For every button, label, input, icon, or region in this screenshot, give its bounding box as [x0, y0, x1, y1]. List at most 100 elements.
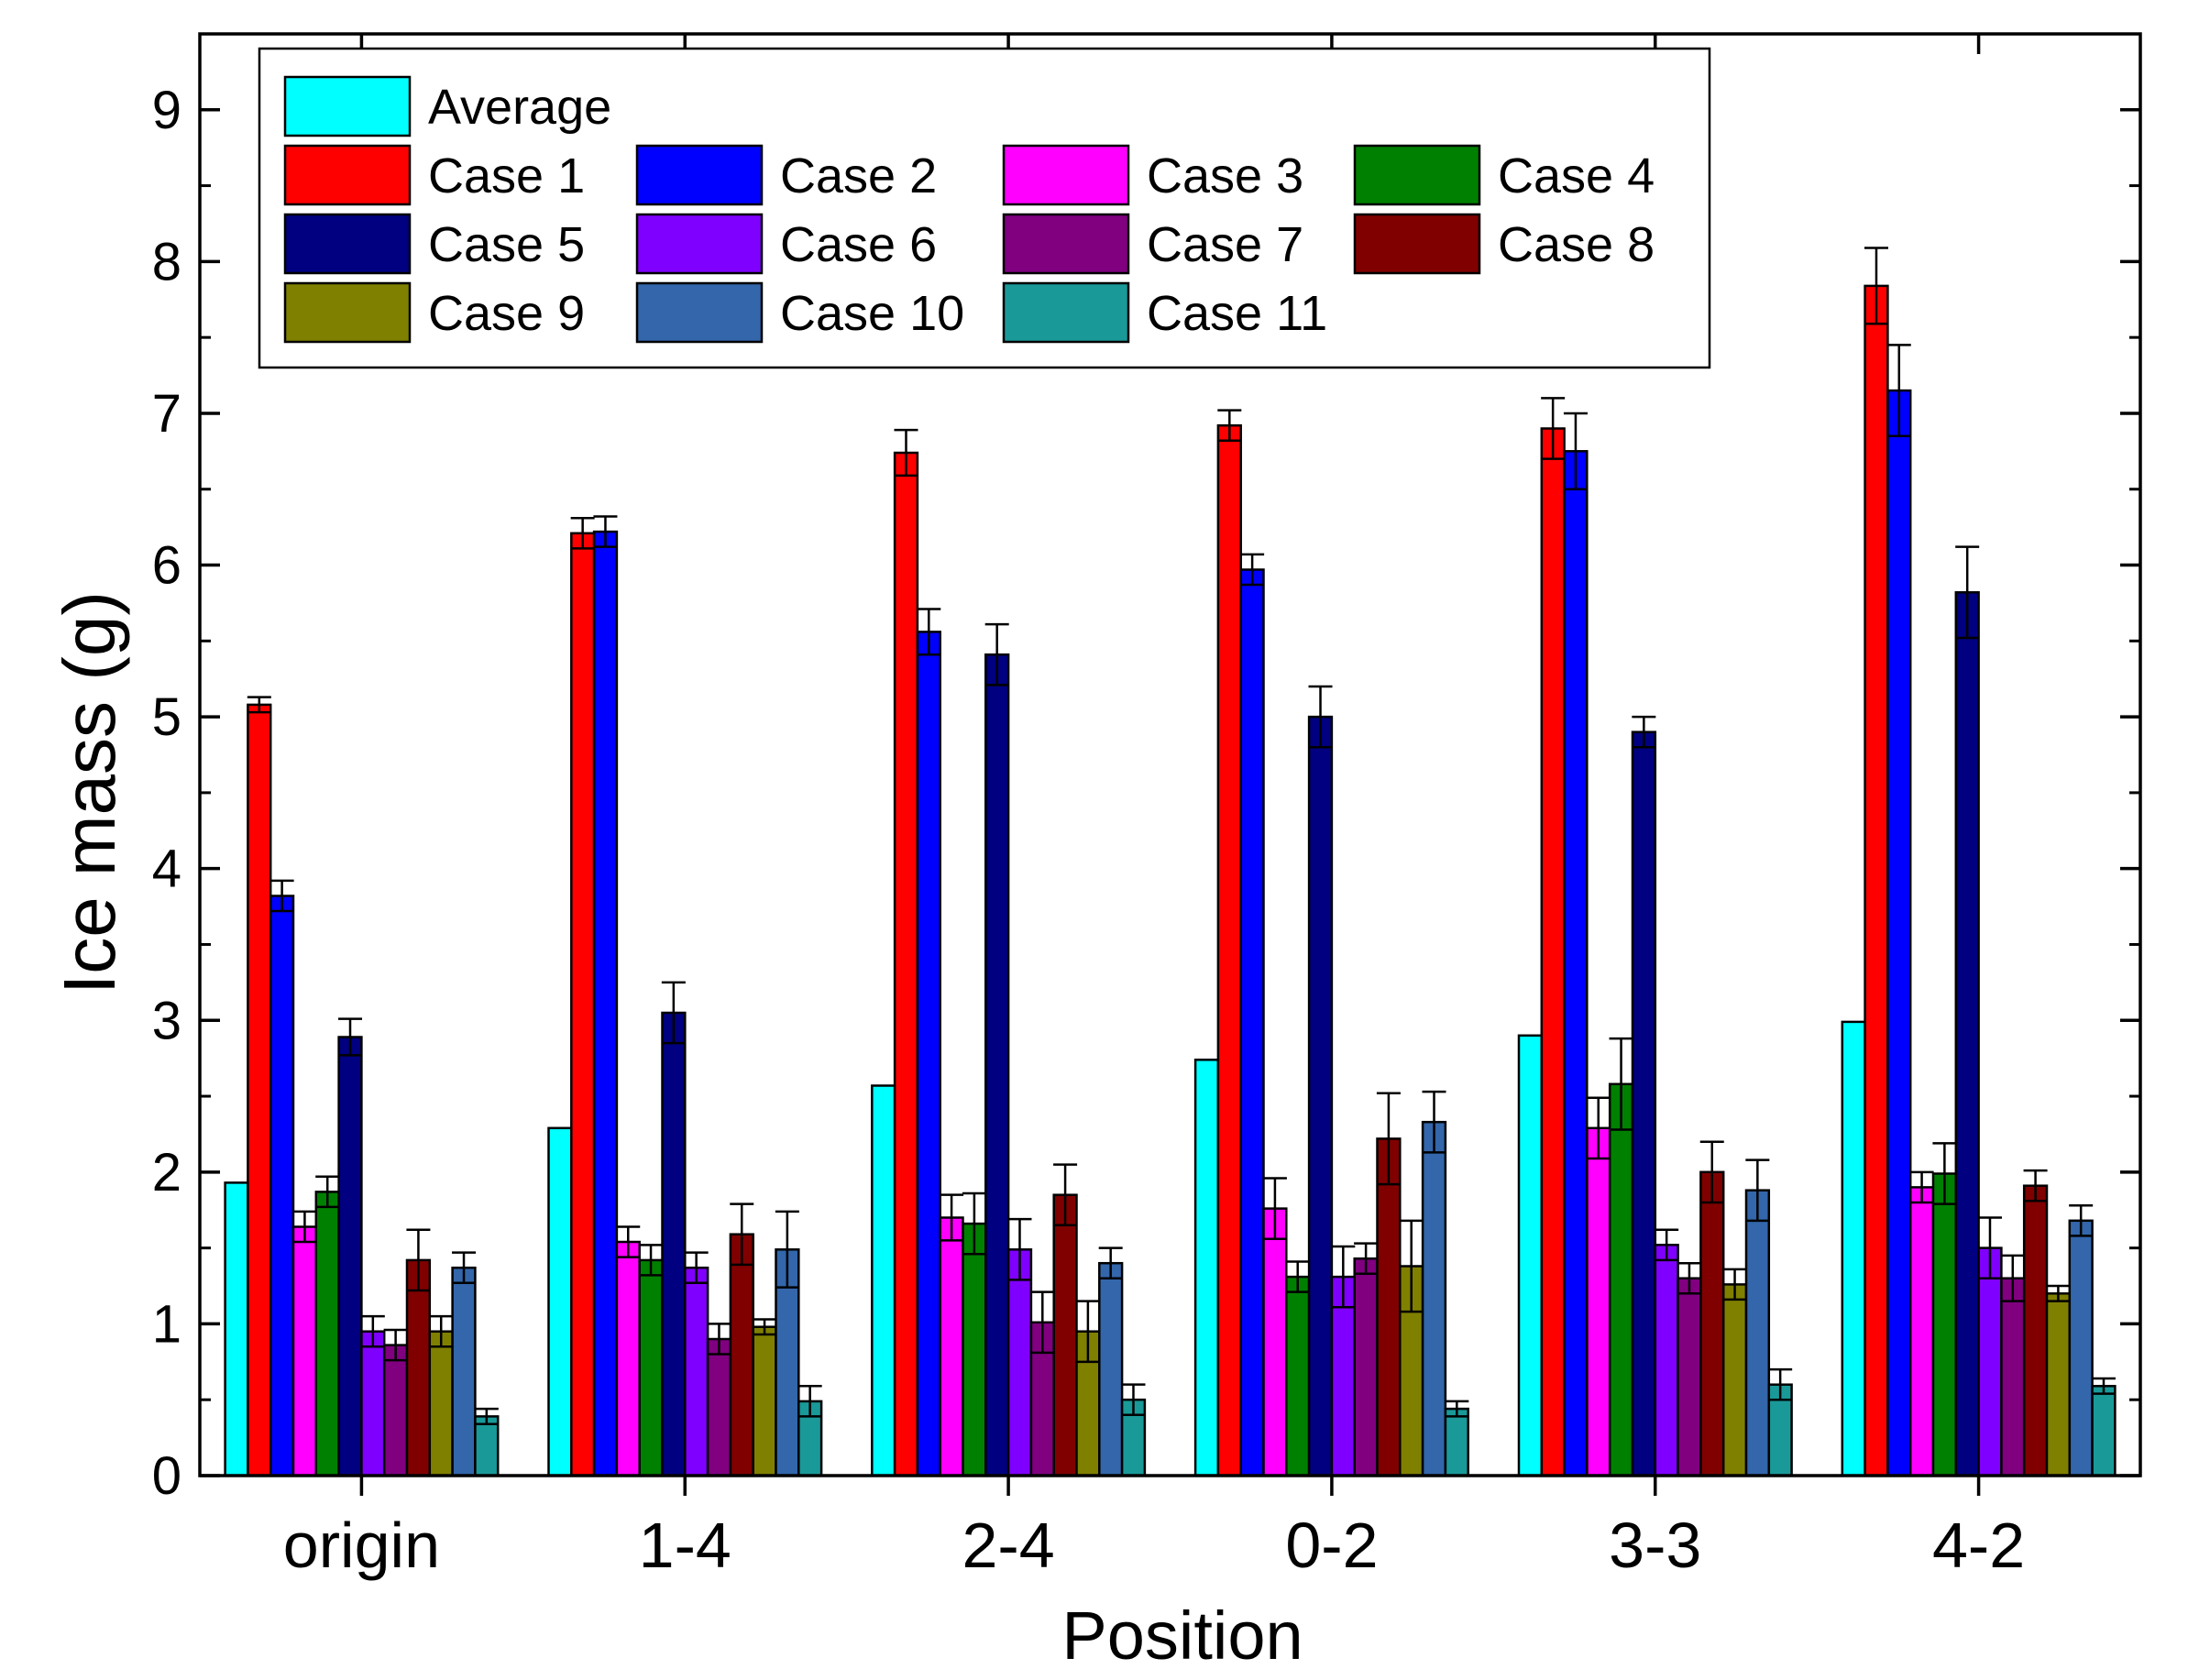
error-bar-case-8-3-3 — [1699, 1140, 1724, 1204]
legend-label: Case 1 — [428, 148, 585, 203]
y-axis-title: Ice mass (g) — [49, 591, 130, 994]
x-tick-label: origin — [283, 1510, 440, 1581]
bar-case-1-origin — [247, 703, 272, 1477]
bar-case-7-1-4 — [706, 1337, 732, 1477]
bar-case-8-1-4 — [729, 1233, 754, 1477]
bar-case-10-0-2 — [1421, 1120, 1447, 1477]
error-bar-case-3-origin — [292, 1210, 317, 1244]
legend-label: Case 6 — [780, 217, 937, 272]
error-bar-case-8-origin — [406, 1228, 431, 1292]
bar-case-2-4-2 — [1886, 389, 1912, 1477]
legend-swatch — [635, 144, 764, 206]
bar-average-origin — [224, 1181, 249, 1477]
bar-case-9-4-2 — [2045, 1292, 2072, 1477]
error-bar-case-9-4-2 — [2046, 1284, 2071, 1302]
legend-swatch — [1002, 281, 1130, 344]
bar-case-4-4-2 — [1931, 1172, 1958, 1477]
error-bar-case-5-0-2 — [1308, 685, 1333, 749]
bar-average-0-2 — [1193, 1059, 1220, 1477]
error-bar-case-9-2-4 — [1075, 1300, 1100, 1364]
legend-item-case-10: Case 10 — [635, 281, 964, 344]
legend-item-case-6: Case 6 — [635, 213, 937, 275]
error-bar-case-2-1-4 — [593, 515, 618, 548]
bar-case-4-origin — [314, 1191, 340, 1477]
legend-label: Average — [428, 80, 611, 135]
bar-case-1-3-3 — [1540, 427, 1566, 1477]
bar-case-2-origin — [269, 895, 295, 1477]
error-bar-case-1-2-4 — [894, 428, 918, 478]
legend-item-case-3: Case 3 — [1002, 144, 1303, 206]
error-bar-case-7-2-4 — [1030, 1290, 1055, 1355]
error-bar-case-5-4-2 — [1955, 545, 1980, 640]
x-axis-title: Position — [1061, 1598, 1303, 1674]
bar-case-1-0-2 — [1216, 423, 1242, 1477]
legend-swatch — [283, 281, 412, 344]
error-bar-case-1-1-4 — [570, 516, 595, 550]
bar-case-11-origin — [474, 1415, 500, 1477]
error-bar-case-10-origin — [452, 1251, 477, 1284]
legend-item-case-5: Case 5 — [283, 213, 585, 275]
error-bar-case-3-0-2 — [1262, 1177, 1287, 1240]
bar-case-2-1-4 — [592, 530, 619, 1477]
bar-case-2-0-2 — [1239, 568, 1265, 1477]
bar-case-9-origin — [428, 1330, 454, 1477]
legend-label: Case 5 — [428, 217, 585, 272]
bar-case-5-2-4 — [984, 653, 1010, 1477]
error-bar-case-3-4-2 — [1909, 1170, 1934, 1204]
plot-frame — [198, 32, 2142, 1477]
bar-case-4-1-4 — [638, 1258, 664, 1477]
error-bar-case-10-1-4 — [775, 1210, 799, 1289]
bar-case-3-2-4 — [939, 1216, 964, 1477]
legend-label: Case 10 — [780, 286, 964, 341]
error-bar-case-2-4-2 — [1886, 344, 1911, 438]
bar-case-4-3-3 — [1608, 1082, 1634, 1477]
legend-swatch — [1002, 213, 1130, 275]
error-bar-case-5-2-4 — [984, 622, 1009, 686]
bar-case-9-3-3 — [1721, 1283, 1748, 1477]
y-tick-label: 7 — [152, 384, 181, 444]
error-bar-case-7-0-2 — [1354, 1242, 1379, 1276]
legend-box — [258, 47, 1711, 369]
error-bar-case-6-origin — [360, 1314, 385, 1348]
bar-case-3-4-2 — [1908, 1186, 1935, 1477]
bar-case-11-0-2 — [1444, 1407, 1469, 1477]
error-bar-case-5-origin — [338, 1017, 363, 1057]
legend-item-case-1: Case 1 — [283, 144, 585, 206]
bar-case-10-2-4 — [1098, 1261, 1124, 1477]
legend-label: Case 2 — [780, 148, 937, 203]
x-tick-label: 0-2 — [1285, 1510, 1378, 1581]
legend-swatch — [1353, 213, 1481, 275]
error-bar-case-11-3-3 — [1768, 1367, 1793, 1401]
error-bar-case-6-1-4 — [684, 1251, 709, 1284]
legend-swatch — [1002, 144, 1130, 206]
y-tick-label: 1 — [152, 1294, 181, 1354]
error-bar-case-7-3-3 — [1677, 1261, 1701, 1295]
x-tick-label: 1-4 — [639, 1510, 731, 1581]
bar-average-4-2 — [1841, 1020, 1866, 1477]
error-bar-case-1-3-3 — [1541, 397, 1566, 460]
bar-case-1-1-4 — [570, 532, 596, 1477]
error-bar-case-11-origin — [474, 1407, 499, 1425]
error-bar-case-9-1-4 — [753, 1318, 777, 1336]
y-tick-label: 4 — [152, 840, 181, 899]
error-bar-case-5-1-4 — [661, 981, 686, 1045]
error-bar-case-3-2-4 — [940, 1193, 964, 1242]
bar-case-7-origin — [382, 1344, 409, 1477]
error-bar-case-4-0-2 — [1285, 1260, 1310, 1293]
legend-label: Case 4 — [1498, 148, 1655, 203]
legend-swatch — [283, 144, 412, 206]
error-bar-case-1-0-2 — [1217, 409, 1242, 443]
error-bar-case-10-2-4 — [1098, 1246, 1123, 1279]
bar-case-8-4-2 — [2022, 1184, 2049, 1477]
bar-case-11-4-2 — [2091, 1385, 2117, 1477]
error-bar-case-1-4-2 — [1864, 247, 1888, 325]
legend-swatch — [283, 75, 412, 137]
x-tick-label: 3-3 — [1609, 1510, 1701, 1581]
error-bar-case-2-origin — [269, 879, 294, 913]
bar-case-5-1-4 — [661, 1011, 687, 1477]
error-bar-case-10-3-3 — [1745, 1158, 1770, 1223]
bar-case-2-2-4 — [916, 631, 941, 1477]
error-bar-case-8-1-4 — [730, 1202, 754, 1267]
bar-case-4-0-2 — [1285, 1275, 1311, 1477]
bar-case-10-4-2 — [2068, 1219, 2094, 1477]
